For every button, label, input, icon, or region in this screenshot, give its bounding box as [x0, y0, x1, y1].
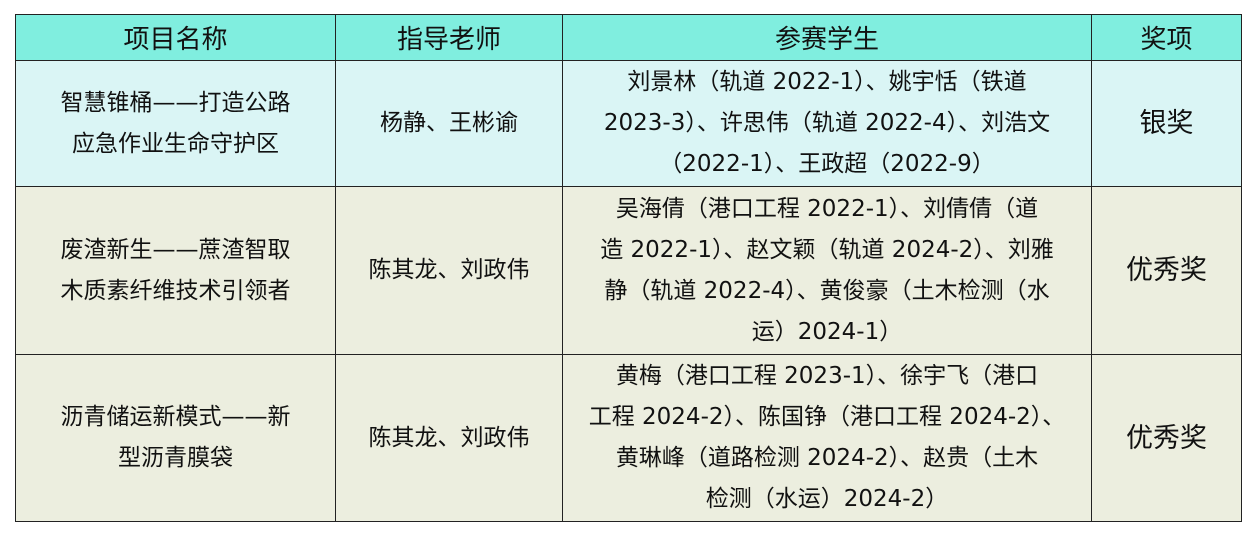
text-line: 静（轨道 2022-4）、黄俊豪（土木检测（水: [604, 277, 1050, 304]
text-line: 智慧锥桶——打造公路: [60, 89, 291, 116]
table-row: 废渣新生——蔗渣智取 木质素纤维技术引领者 陈其龙、刘政伟 吴海倩（港口工程 2…: [15, 186, 1242, 355]
students-cell: 吴海倩（港口工程 2022-1）、刘倩倩（道 造 2022-1）、赵文颖（轨道 …: [562, 186, 1092, 355]
text-line: 废渣新生——蔗渣智取: [60, 236, 291, 263]
students-cell: 刘景林（轨道 2022-1）、姚宇恬（铁道 2023-3）、许思伟（轨道 202…: [562, 60, 1092, 187]
header-project: 项目名称: [15, 14, 336, 61]
text-line: 黄梅（港口工程 2023-1）、徐宇飞（港口: [615, 363, 1039, 389]
text-line: （2022-1）、王政超（2022-9）: [659, 151, 995, 177]
students-cell: 黄梅（港口工程 2023-1）、徐宇飞（港口 工程 2024-2）、陈国铮（港口…: [562, 354, 1092, 522]
table-row: 智慧锥桶——打造公路 应急作业生命守护区 杨静、王彬谕 刘景林（轨道 2022-…: [15, 60, 1242, 187]
text-line: 木质素纤维技术引领者: [60, 277, 291, 304]
award-cell: 银奖: [1091, 60, 1242, 187]
advisors-cell: 杨静、王彬谕: [335, 60, 563, 187]
header-students: 参赛学生: [562, 14, 1092, 61]
header-award: 奖项: [1091, 14, 1242, 61]
text-line: 检测（水运）2024-2）: [705, 486, 949, 512]
project-cell: 废渣新生——蔗渣智取 木质素纤维技术引领者: [15, 186, 336, 355]
project-cell: 智慧锥桶——打造公路 应急作业生命守护区: [15, 60, 336, 187]
text-line: 黄琳峰（道路检测 2024-2）、赵贵（土木: [615, 445, 1039, 471]
header-row: 项目名称 指导老师 参赛学生 奖项: [15, 14, 1242, 61]
text-line: 工程 2024-2）、陈国铮（港口工程 2024-2）、: [588, 404, 1066, 430]
text-line: 吴海倩（港口工程 2022-1）、刘倩倩（道: [615, 195, 1039, 222]
awards-table: 项目名称 指导老师 参赛学生 奖项 智慧锥桶——打造公路 应急作业生命守护区 杨…: [15, 14, 1242, 522]
advisors-cell: 陈其龙、刘政伟: [335, 354, 563, 522]
text-line: 刘景林（轨道 2022-1）、姚宇恬（铁道: [627, 69, 1027, 95]
award-cell: 优秀奖: [1091, 186, 1242, 355]
text-line: 型沥青膜袋: [118, 445, 233, 471]
award-cell: 优秀奖: [1091, 354, 1242, 522]
text-line: 运）2024-1）: [751, 318, 903, 345]
text-line: 2023-3）、许思伟（轨道 2022-4）、刘浩文: [603, 110, 1051, 136]
project-cell: 沥青储运新模式——新 型沥青膜袋: [15, 354, 336, 522]
text-line: 沥青储运新模式——新: [60, 404, 291, 430]
text-line: 应急作业生命守护区: [72, 130, 279, 157]
table-row: 沥青储运新模式——新 型沥青膜袋 陈其龙、刘政伟 黄梅（港口工程 2023-1）…: [15, 354, 1242, 522]
header-advisors: 指导老师: [335, 14, 563, 61]
advisors-cell: 陈其龙、刘政伟: [335, 186, 563, 355]
text-line: 造 2022-1）、赵文颖（轨道 2024-2）、刘雅: [600, 236, 1054, 263]
